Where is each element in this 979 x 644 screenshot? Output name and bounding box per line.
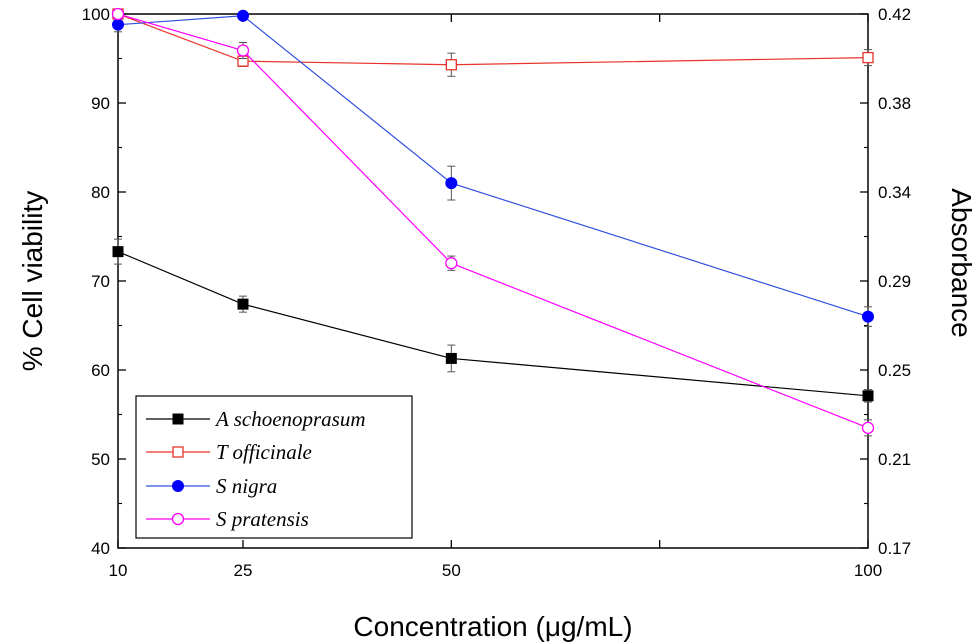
x-tick-label: 10 bbox=[109, 561, 128, 580]
series-2 bbox=[112, 9, 874, 327]
y-tick-label: 40 bbox=[91, 539, 110, 558]
legend-label: A schoenoprasum bbox=[214, 407, 366, 431]
legend-label: S nigra bbox=[216, 474, 277, 498]
data-point bbox=[862, 310, 874, 323]
data-point bbox=[861, 421, 875, 435]
data-point bbox=[862, 51, 874, 64]
x-tick-label: 50 bbox=[442, 561, 461, 580]
y2-tick-label: 0.38 bbox=[878, 94, 911, 113]
axes: 10 25 50 100 40 50 60 70 80 90 100 0.17 0.21 0.25 0.29… bbox=[82, 5, 911, 580]
data-point bbox=[445, 59, 457, 71]
data-point bbox=[237, 298, 249, 310]
series-3 bbox=[111, 7, 875, 437]
data-point bbox=[445, 352, 457, 364]
y2-tick-label: 0.21 bbox=[878, 450, 911, 469]
y2-tick-label: 0.25 bbox=[878, 361, 911, 380]
x-tick-label: 25 bbox=[234, 561, 253, 580]
legend-label: T officinale bbox=[216, 440, 312, 464]
legend-marker bbox=[171, 512, 185, 526]
data-point bbox=[111, 7, 125, 21]
series-line bbox=[117, 13, 869, 66]
y2-tick-label: 0.34 bbox=[878, 183, 911, 202]
series-0 bbox=[112, 238, 874, 403]
y-axis-title: % Cell viability bbox=[17, 191, 48, 372]
data-point bbox=[445, 177, 458, 190]
legend-entries: A schoenoprasum T officinale S nigra S prat… bbox=[146, 407, 366, 531]
data-point bbox=[237, 9, 249, 22]
y-tick-label: 60 bbox=[91, 361, 110, 380]
y2-tick-label: 0.29 bbox=[878, 272, 911, 291]
y-tick-label: 100 bbox=[82, 5, 110, 24]
legend-marker bbox=[172, 480, 184, 492]
data-point bbox=[112, 18, 124, 31]
y2-tick-label: 0.17 bbox=[878, 539, 911, 558]
y-tick-label: 70 bbox=[91, 272, 110, 291]
series-group bbox=[111, 7, 875, 437]
y-tick-label: 50 bbox=[91, 450, 110, 469]
y2-tick-label: 0.42 bbox=[878, 5, 911, 24]
series-line bbox=[117, 15, 869, 318]
x-axis-title: Concentration (μg/mL) bbox=[353, 611, 632, 642]
data-point bbox=[862, 390, 874, 402]
series-line bbox=[117, 13, 869, 429]
series-1 bbox=[112, 8, 874, 77]
data-point bbox=[236, 44, 250, 57]
y-tick-label: 90 bbox=[91, 94, 110, 113]
data-point bbox=[445, 257, 458, 270]
legend: A schoenoprasum T officinale S nigra S prat… bbox=[135, 395, 413, 539]
y-tick-label: 80 bbox=[91, 183, 110, 202]
data-point bbox=[112, 246, 124, 258]
legend-marker bbox=[172, 446, 184, 458]
y2-axis-title: Absorbance bbox=[946, 188, 977, 337]
legend-marker bbox=[172, 413, 184, 425]
series-line bbox=[117, 251, 869, 397]
legend-label: S pratensis bbox=[216, 507, 309, 531]
x-tick-label: 100 bbox=[854, 561, 882, 580]
